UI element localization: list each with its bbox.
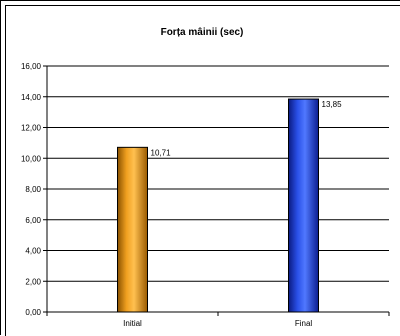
y-tick-label: 6,00 — [25, 216, 41, 225]
y-tick-label: 0,00 — [25, 308, 41, 317]
gridlines — [47, 65, 389, 282]
chart-title: Forța mâinii (sec) — [161, 27, 244, 38]
y-tick-label: 8,00 — [25, 185, 41, 194]
x-tick-label-initial: Initial — [123, 319, 142, 328]
y-tick-label: 4,00 — [25, 247, 41, 256]
x-axis-tick-labels: Initial Final — [123, 319, 312, 328]
bar-final — [288, 98, 319, 313]
bars — [117, 98, 319, 313]
data-labels: 10,71 13,85 — [151, 100, 343, 157]
axes — [43, 65, 390, 316]
data-label-final: 13,85 — [322, 100, 343, 109]
data-label-initial: 10,71 — [151, 148, 172, 157]
y-tick-label: 2,00 — [25, 277, 41, 286]
y-tick-label: 14,00 — [21, 93, 42, 102]
y-tick-label: 10,00 — [21, 154, 42, 163]
y-axis-tick-labels: 0,00 2,00 4,00 6,00 8,00 10,00 12,00 14,00 16,00 — [21, 62, 42, 317]
x-tick-label-final: Final — [295, 319, 313, 328]
y-tick-label: 12,00 — [21, 124, 42, 133]
bar-initial — [117, 146, 148, 313]
y-tick-label: 16,00 — [21, 62, 42, 71]
